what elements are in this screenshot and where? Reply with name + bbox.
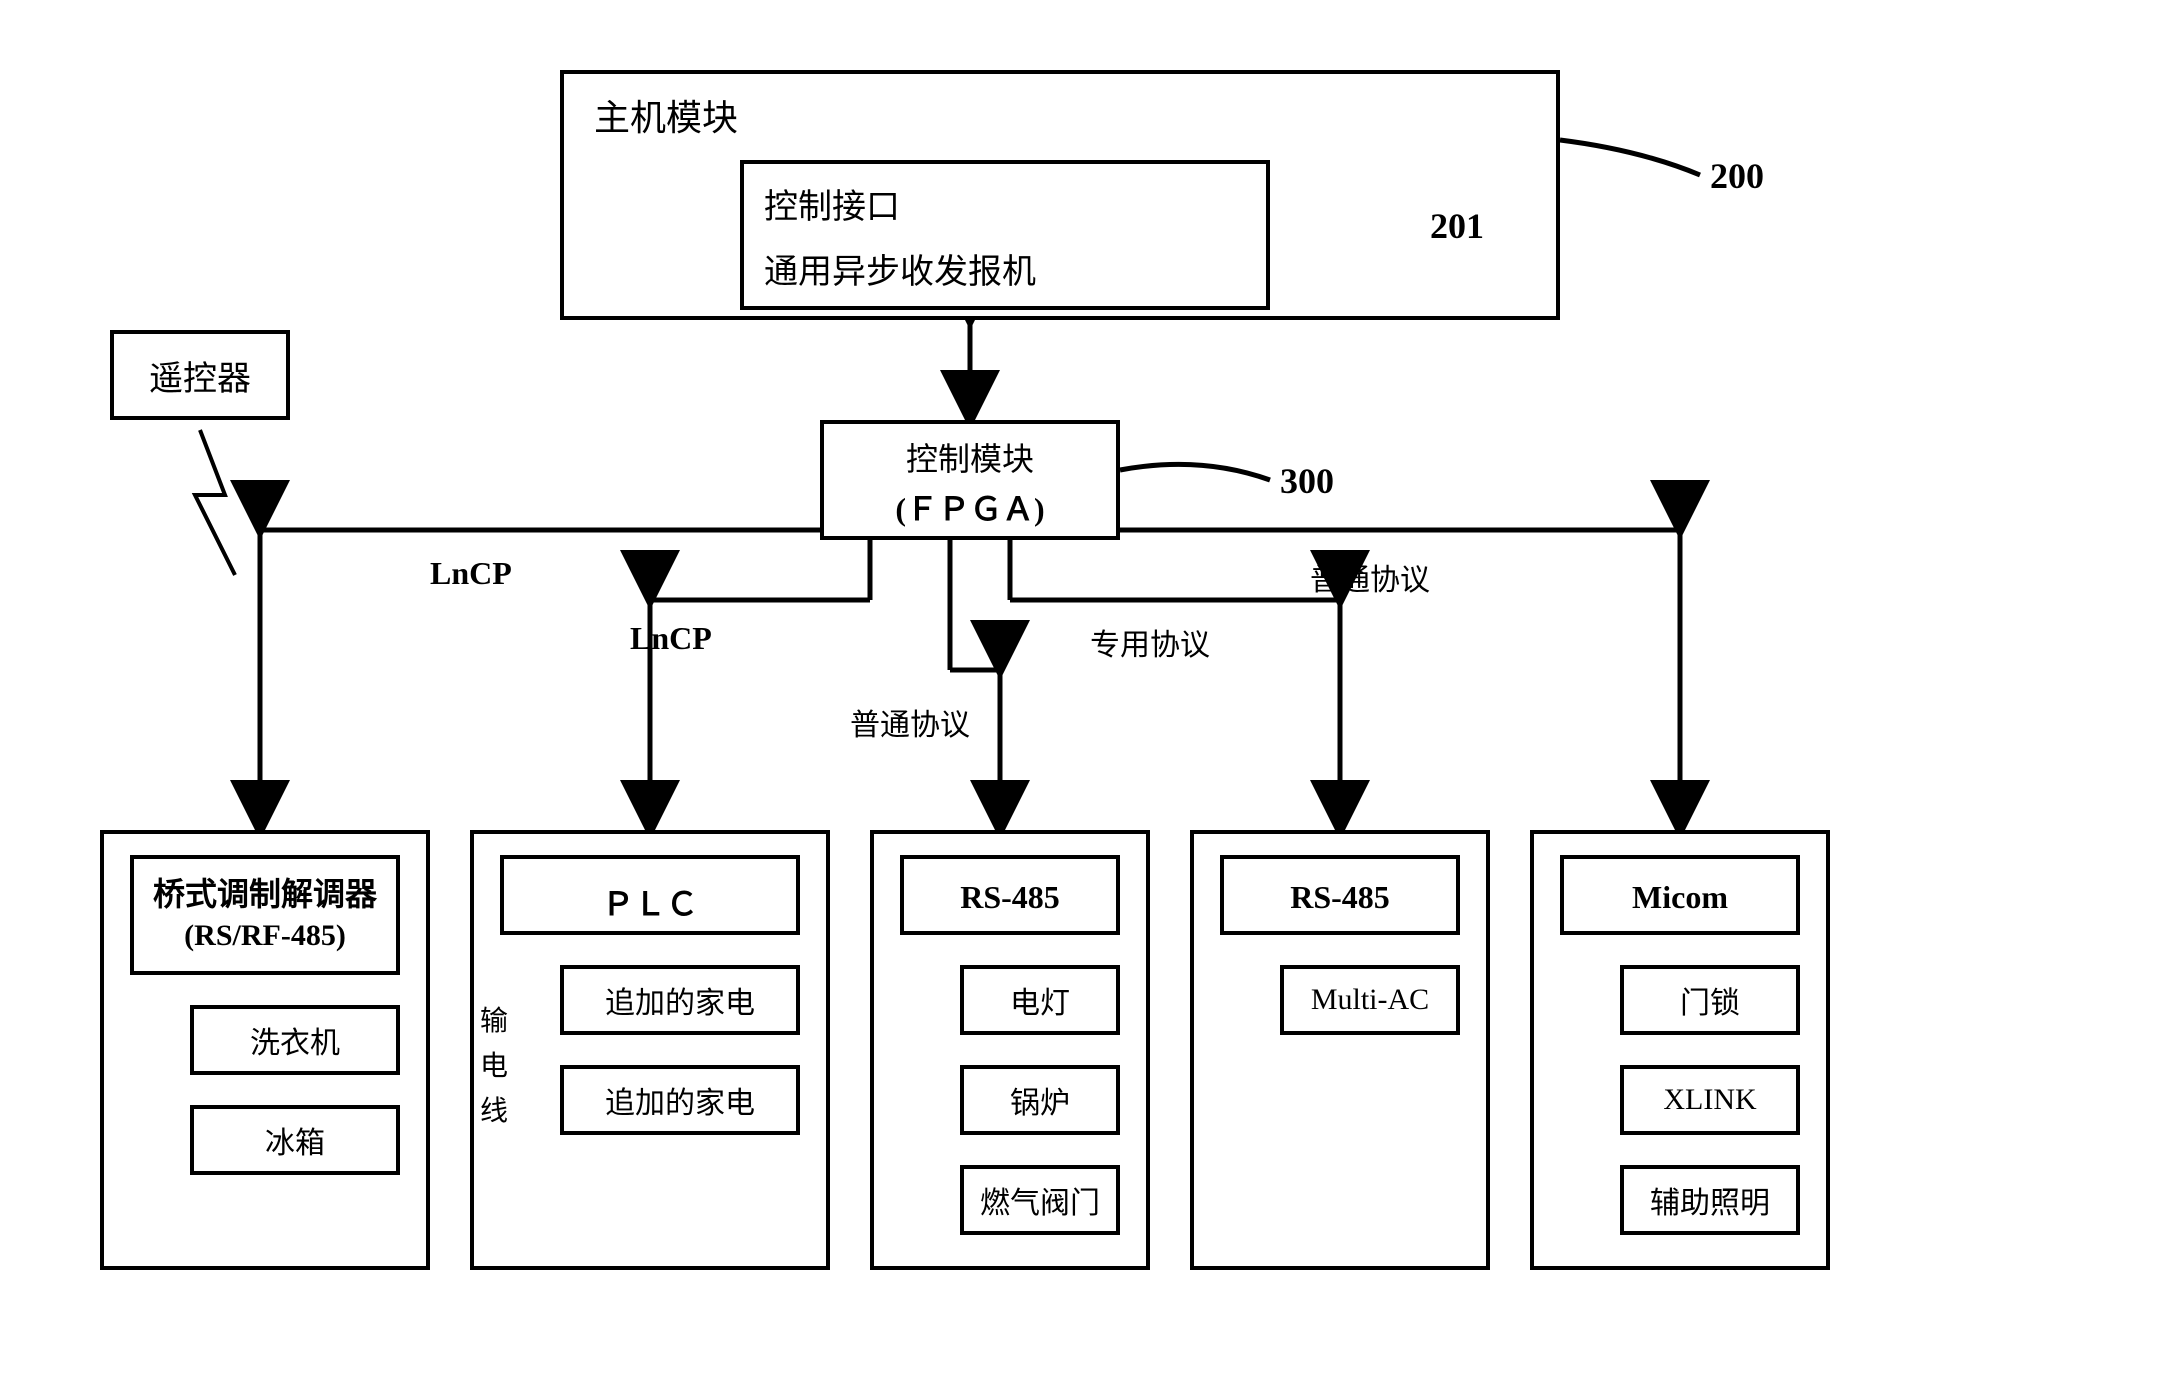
control-module-box: 控制模块 (ＦＰＧＡ) [820,420,1120,540]
group-header-plc: ＰＬＣ [500,855,800,935]
group-header1-plc: ＰＬＣ [504,879,796,925]
edge-dedicated: 专用协议 [1090,620,1210,664]
host-title: 主机模块 [594,89,738,141]
child-label-plc-0: 追加的家电 [605,978,755,1022]
child-rs485a-1: 锅炉 [960,1065,1120,1135]
callout-300: 300 [1280,460,1334,502]
ctrl-if-box: 控制接口 通用异步收发报机 [740,160,1270,310]
group-header-rs485a: RS-485 [900,855,1120,935]
child-label-micom-0: 门锁 [1680,978,1740,1022]
child-label-micom-1: XLINK [1663,1083,1756,1117]
child-micom-1: XLINK [1620,1065,1800,1135]
ctrl-mod-line1: 控制模块 [824,434,1116,480]
child-label-rs485a-1: 锅炉 [1010,1078,1070,1122]
edge-common2: 普通协议 [1310,555,1430,599]
child-rs485a-0: 电灯 [960,965,1120,1035]
diagram-canvas: 主机模块 控制接口 通用异步收发报机 200 201 遥控器 控制模块 (ＦＰＧ… [0,0,2158,1392]
callout-200: 200 [1710,155,1764,197]
remote-box: 遥控器 [110,330,290,420]
child-label-rs485b-0: Multi-AC [1311,983,1429,1017]
group-header1-rs485a: RS-485 [904,879,1116,916]
child-bridge-1: 冰箱 [190,1105,400,1175]
child-label-micom-2: 辅助照明 [1650,1178,1770,1222]
ctrl-if-line1: 控制接口 [764,179,900,228]
child-bridge-0: 洗衣机 [190,1005,400,1075]
child-rs485b-0: Multi-AC [1280,965,1460,1035]
group-sidelabel-plc: 输电线 [480,1000,510,1134]
child-plc-1: 追加的家电 [560,1065,800,1135]
group-header1-rs485b: RS-485 [1224,879,1456,916]
group-header-rs485b: RS-485 [1220,855,1460,935]
callout-201: 201 [1430,205,1484,247]
child-micom-2: 辅助照明 [1620,1165,1800,1235]
group-header2-bridge: (RS/RF-485) [134,919,396,953]
child-plc-0: 追加的家电 [560,965,800,1035]
child-label-bridge-0: 洗衣机 [250,1018,340,1062]
edge-lncp1: LnCP [430,555,512,592]
edge-lncp2: LnCP [630,620,712,657]
group-header1-micom: Micom [1564,879,1796,916]
child-label-rs485a-2: 燃气阀门 [980,1178,1100,1222]
ctrl-mod-line2: (ＦＰＧＡ) [824,484,1116,530]
child-label-bridge-1: 冰箱 [265,1118,325,1162]
group-header-bridge: 桥式调制解调器 (RS/RF-485) [130,855,400,975]
child-label-rs485a-0: 电灯 [1010,978,1070,1022]
child-micom-0: 门锁 [1620,965,1800,1035]
group-header1-bridge: 桥式调制解调器 [134,869,396,915]
child-rs485a-2: 燃气阀门 [960,1165,1120,1235]
group-header-micom: Micom [1560,855,1800,935]
ctrl-if-line2: 通用异步收发报机 [764,244,1036,293]
remote-title: 遥控器 [149,351,251,400]
edge-common1: 普通协议 [850,700,970,744]
child-label-plc-1: 追加的家电 [605,1078,755,1122]
